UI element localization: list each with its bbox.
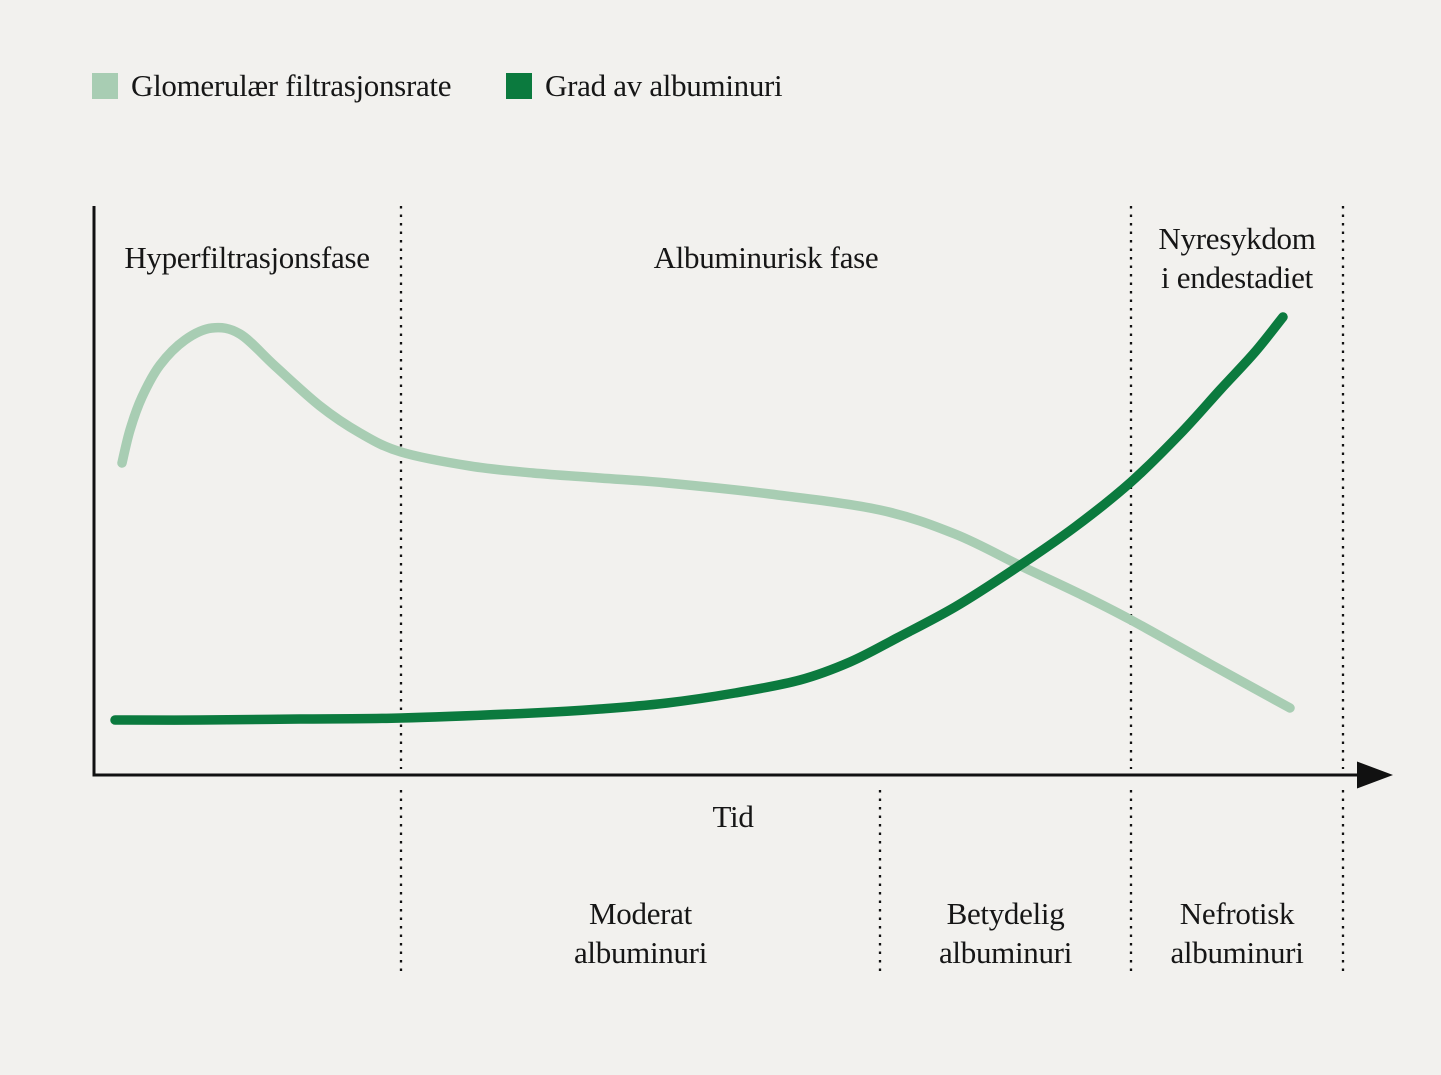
phase-label-endstage-kidney-disease: Nyresykdom i endestadiet — [1158, 221, 1316, 295]
phase-label-significant-albuminuria: Betydelig albuminuri — [938, 896, 1073, 970]
x-axis-label: Tid — [712, 799, 754, 834]
phase-label-albuminuric: Albuminurisk fase — [653, 240, 879, 275]
curve-albuminuria — [110, 312, 1288, 725]
legend-item-gfr: Glomerulær filtrasjonsrate — [92, 68, 452, 103]
curves — [110, 312, 1295, 725]
phase-dividers-bottom — [399, 790, 1345, 977]
legend-label-albuminuria: Grad av albuminuri — [545, 68, 783, 103]
gfr-swatch-icon — [92, 73, 118, 99]
legend-item-albuminuria: Grad av albuminuri — [506, 68, 783, 103]
x-axis-arrowhead-icon — [1357, 761, 1393, 789]
legend-label-gfr: Glomerulær filtrasjonsrate — [131, 68, 452, 103]
albuminuria-swatch-icon — [506, 73, 532, 99]
phase-label-hyperfiltration: Hyperfiltrasjonsfase — [124, 240, 370, 275]
axes — [92, 206, 1393, 789]
curve-gfr — [117, 322, 1295, 713]
phase-label-moderate-albuminuria: Moderat albuminuri — [573, 896, 708, 970]
phase-label-nephrotic-albuminuria: Nefrotisk albuminuri — [1170, 896, 1304, 970]
